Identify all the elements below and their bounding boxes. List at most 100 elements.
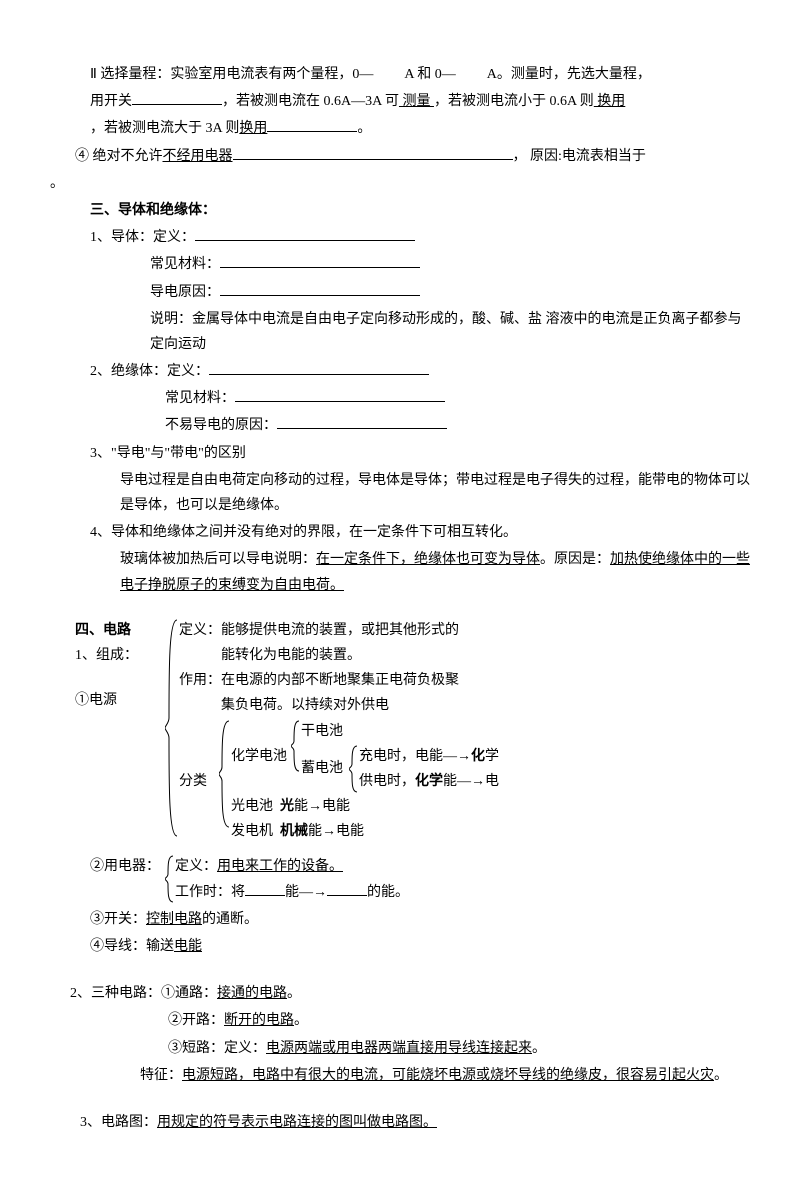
txt: 。: [294, 1013, 308, 1028]
txt: 特征：: [140, 1068, 182, 1083]
u: 用电来工作的设备。: [217, 859, 343, 874]
txt: ④导线：输送: [90, 939, 174, 954]
blank: [195, 226, 415, 241]
u: 换用: [239, 121, 267, 136]
txt: 导电原因：: [150, 285, 220, 300]
txt: 常见材料：: [150, 257, 220, 272]
txt: 能→电能: [308, 824, 364, 839]
txt: 发电机: [231, 824, 273, 839]
appliance: ②用电器： 定义：用电来工作的设备。 工作时：将 能―→ 的能。: [50, 854, 750, 904]
section4-content: 定义：能够提供电流的装置，或把其他形式的 能转化为电能的装置。 作用：在电源的内…: [179, 618, 750, 845]
u: 电源短路，电路中有很大的电流，可能烧坏电源或烧坏导线的绝缘皮，很容易引起火灾: [182, 1068, 714, 1083]
gdc: 干电池: [301, 719, 499, 744]
brace-icon: [349, 744, 359, 794]
period: 。: [50, 171, 750, 196]
d2def: 定义：用电来工作的设备。: [175, 854, 409, 879]
xdc-content: 充电时，电能―→化学 供电时，化学能―→电: [359, 744, 499, 794]
blank: [209, 360, 429, 375]
s3-l4: 说明：金属导体中电流是自由电子定向移动形成的，酸、碱、盐 溶液中的电流是正负离子…: [50, 307, 750, 357]
s4-ps: ①电源: [75, 688, 165, 713]
blank: [327, 881, 367, 896]
xdc: 蓄电池: [301, 744, 349, 794]
u: 电源两端或用电器两端直接用导线连接起来: [266, 1041, 532, 1056]
gdch-row: 光电池 光能→电能: [231, 794, 499, 819]
def1: 定义：能够提供电流的装置，或把其他形式的: [179, 618, 750, 643]
u: 换用: [594, 94, 626, 109]
txt: 工作时：将: [175, 885, 245, 900]
d3: ③开关：控制电路的通断。: [50, 907, 750, 932]
b: 化学: [415, 774, 443, 789]
txt: 充电时，电能―→: [359, 749, 471, 764]
u: 测量: [399, 94, 434, 109]
def2: 能转化为电能的装置。: [179, 643, 750, 668]
txt: 3、电路图：: [80, 1115, 157, 1130]
s5-l2: ②开路：断开的电路。: [50, 1008, 750, 1033]
s3-l8: 3、"导电"与"带电"的区别: [50, 441, 750, 466]
txt: ④ 绝对不允许: [75, 149, 163, 164]
range-line1: Ⅱ 选择量程：实验室用电流表有两个量程，0— A 和 0— A。测量时，先选大量…: [50, 62, 750, 87]
brace-icon: [291, 719, 301, 795]
txt: 的能。: [367, 885, 409, 900]
s3-l5: 2、绝缘体：定义：: [50, 359, 750, 384]
range-line2: 用开关，若被测电流在 0.6A—3A 可 测量 ，若被测电流小于 0.6A 则 …: [50, 89, 750, 114]
txt: 。: [287, 986, 301, 1001]
blank: [220, 281, 420, 296]
blank: [233, 145, 513, 160]
txt: 供电时，: [359, 774, 415, 789]
blank: [277, 414, 447, 429]
d2w: 工作时：将 能―→ 的能。: [175, 880, 409, 905]
u: 断开的电路: [224, 1013, 294, 1028]
fl-label: 分类: [179, 719, 219, 845]
range-line3: ，若被测电流大于 3A 则换用。: [50, 116, 750, 141]
brace-icon: [219, 719, 231, 845]
classify: 分类 化学电池 干电池 蓄电池: [179, 719, 750, 845]
txt: 玻璃体被加热后可以导电说明：: [120, 552, 316, 567]
txt: 用开关: [90, 94, 132, 109]
txt: 能―→: [285, 885, 327, 900]
blank: [132, 90, 222, 105]
xdc-row: 蓄电池 充电时，电能―→化学 供电时，化学能―→电: [301, 744, 499, 794]
blank: [245, 881, 285, 896]
txt: 常见材料：: [165, 391, 235, 406]
s3-l10: 4、导体和绝缘体之间并没有绝对的界限，在一定条件下可相互转化。: [50, 520, 750, 545]
gds: 供电时，化学能―→电: [359, 769, 499, 794]
txt: ，若被测电流小于 0.6A 则: [434, 94, 594, 109]
u: 控制电路: [146, 912, 202, 927]
s6-l1: 3、电路图：用规定的符号表示电路连接的图叫做电路图。: [50, 1110, 750, 1135]
txt: A。测量时，先选大量程，: [487, 67, 651, 82]
txt: 的通断。: [202, 912, 258, 927]
chem-content: 干电池 蓄电池 充电时，电能―→化学 供电时，化学能―→电: [301, 719, 499, 795]
s3-l9: 导电过程是自由电荷定向移动的过程，导电体是导体；带电过程是电子得失的过程，能带电…: [50, 468, 750, 518]
txt: 能―→电: [443, 774, 499, 789]
txt: ， 原因:电流表相当于: [513, 149, 646, 164]
s3-l1: 1、导体：定义：: [50, 225, 750, 250]
brace-icon: [165, 618, 179, 845]
brace-icon: [165, 854, 175, 904]
s3-l2: 常见材料：: [50, 252, 750, 277]
s5-l1: 2、三种电路：①通路：接通的电路。: [50, 981, 750, 1006]
txt: 1、导体：定义：: [90, 230, 195, 245]
classify-content: 化学电池 干电池 蓄电池 充电时，电能―→化学: [231, 719, 499, 845]
cds: 充电时，电能―→化学: [359, 744, 499, 769]
txt: 不易导电的原因：: [165, 418, 277, 433]
txt: 。原因是：: [540, 552, 610, 567]
txt: ，若被测电流在 0.6A—3A 可: [222, 94, 399, 109]
txt: A 和 0—: [404, 67, 455, 82]
fdj-row: 发电机 机械能→电能: [231, 819, 499, 844]
blank: [267, 117, 357, 132]
blank: [235, 387, 445, 402]
s5-l4: 特征：电源短路，电路中有很大的电流，可能烧坏电源或烧坏导线的绝缘皮，很容易引起火…: [50, 1063, 750, 1088]
b: 机械: [280, 824, 308, 839]
hxdc: 化学电池: [231, 719, 291, 795]
zy2: 集负电荷。以持续对外供电: [179, 693, 750, 718]
section4: 四、电路 1、组成： ①电源 定义：能够提供电流的装置，或把其他形式的 能转化为…: [50, 618, 750, 845]
s3-l7: 不易导电的原因：: [50, 413, 750, 438]
txt: 定义：: [175, 859, 217, 874]
u: 接通的电路: [217, 986, 287, 1001]
d2-label: ②用电器：: [90, 854, 165, 904]
s3-l3: 导电原因：: [50, 280, 750, 305]
txt: ，若被测电流大于 3A 则: [90, 121, 239, 136]
txt: 。: [714, 1068, 728, 1083]
d4: ④导线：输送电能: [50, 934, 750, 959]
d2-content: 定义：用电来工作的设备。 工作时：将 能―→ 的能。: [175, 854, 409, 904]
